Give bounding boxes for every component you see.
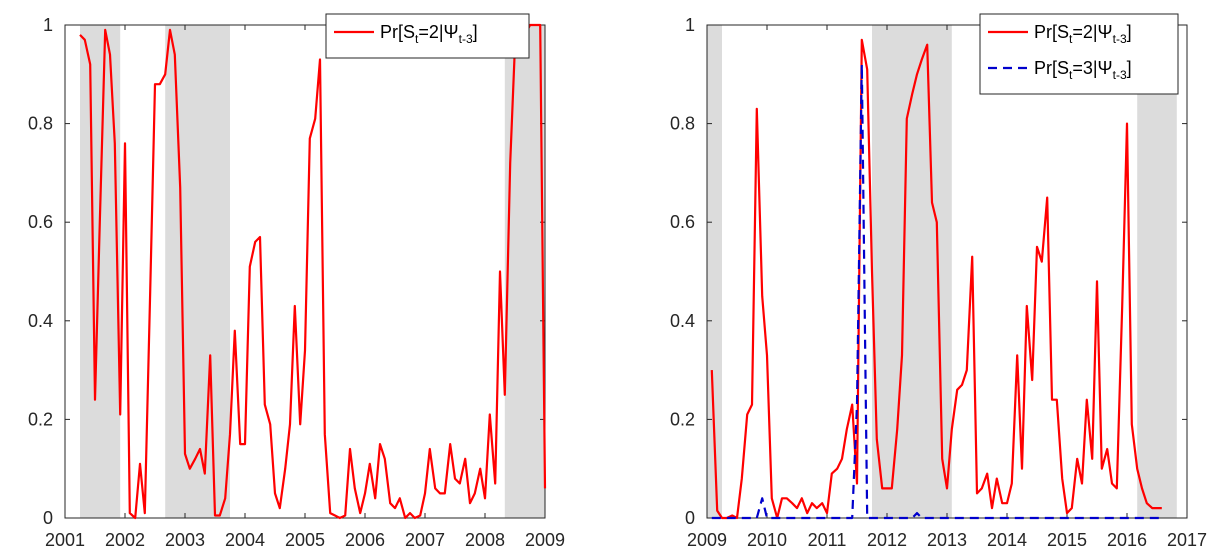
- legend-mid: =3|Ψ: [1072, 58, 1112, 78]
- axes-box: [64, 24, 546, 519]
- x-tick-label: 2012: [867, 530, 907, 550]
- legend-label-1: Pr[St=3|Ψt-3]: [1034, 58, 1132, 82]
- legend-end: ]: [1127, 58, 1132, 78]
- y-tick-label: 0.4: [670, 311, 695, 331]
- legend-main: Pr[S: [1034, 22, 1069, 42]
- series-line-0: [710, 38, 1162, 520]
- y-tick-label: 1: [43, 15, 53, 35]
- x-tick-label: 2013: [927, 530, 967, 550]
- legend-sub2: t-3: [1113, 32, 1127, 46]
- y-tick-label: 0.8: [28, 114, 53, 134]
- shaded-period-0: [707, 25, 722, 518]
- legend-box: [325, 13, 530, 59]
- x-tick-label: 2005: [285, 530, 325, 550]
- left-panel: 0 0.2 0.4 0.6 0.8 1 2001 2002 2003 2004 2005 2006 20…: [28, 13, 565, 550]
- shaded-period-2: [504, 25, 545, 518]
- series-line-1: [711, 63, 1162, 520]
- y-tick-label: 0: [685, 508, 695, 528]
- x-tick-label: 2009: [525, 530, 565, 550]
- legend-end: ]: [1127, 22, 1132, 42]
- y-tick-label: 0: [43, 508, 53, 528]
- x-tick-label: 2004: [225, 530, 265, 550]
- x-tick-label: 2009: [687, 530, 727, 550]
- x-tick-label: 2017: [1167, 530, 1207, 550]
- legend-main: Pr[S: [1034, 58, 1069, 78]
- x-tick-label: 2016: [1107, 530, 1147, 550]
- y-tick-label: 0.6: [28, 212, 53, 232]
- x-tick-label: 2002: [105, 530, 145, 550]
- x-tick-label: 2015: [1047, 530, 1087, 550]
- legend-sub2: t-3: [1113, 68, 1127, 82]
- y-tick-label: 0.2: [28, 409, 53, 429]
- legend-box: [979, 13, 1179, 95]
- y-tick-label: 0.8: [670, 114, 695, 134]
- y-tick-label: 1: [685, 15, 695, 35]
- legend-sub1: t: [415, 32, 419, 46]
- legend-label-0: Pr[St=2|Ψt-3]: [1034, 22, 1132, 46]
- legend-label-0: Pr[St=2|Ψt-3]: [380, 22, 478, 46]
- legend-sub1: t: [1069, 68, 1073, 82]
- y-tick-label: 0.4: [28, 311, 53, 331]
- legend-sub1: t: [1069, 32, 1073, 46]
- legend-mid: =2|Ψ: [1072, 22, 1112, 42]
- x-tick-label: 2014: [987, 530, 1027, 550]
- x-tick-label: 2010: [747, 530, 787, 550]
- legend-main: Pr[S: [380, 22, 415, 42]
- y-tick-label: 0.6: [670, 212, 695, 232]
- series-line-0: [79, 23, 547, 520]
- y-tick-label: 0.2: [670, 409, 695, 429]
- x-tick-label: 2011: [808, 530, 847, 550]
- shaded-period-0: [80, 25, 121, 518]
- x-tick-label: 2007: [405, 530, 445, 550]
- legend-mid: =2|Ψ: [418, 22, 458, 42]
- right-panel: 0 0.2 0.4 0.6 0.8 1 2009 2010 2011 2012 2013 2014 20…: [670, 13, 1207, 550]
- shaded-period-2: [1137, 25, 1177, 518]
- legend-end: ]: [473, 22, 478, 42]
- x-tick-label: 2001: [45, 530, 85, 550]
- x-tick-label: 2008: [465, 530, 505, 550]
- x-tick-label: 2003: [165, 530, 205, 550]
- legend-sub2: t-3: [459, 32, 473, 46]
- shaded-period-1: [165, 25, 230, 518]
- x-tick-label: 2006: [345, 530, 385, 550]
